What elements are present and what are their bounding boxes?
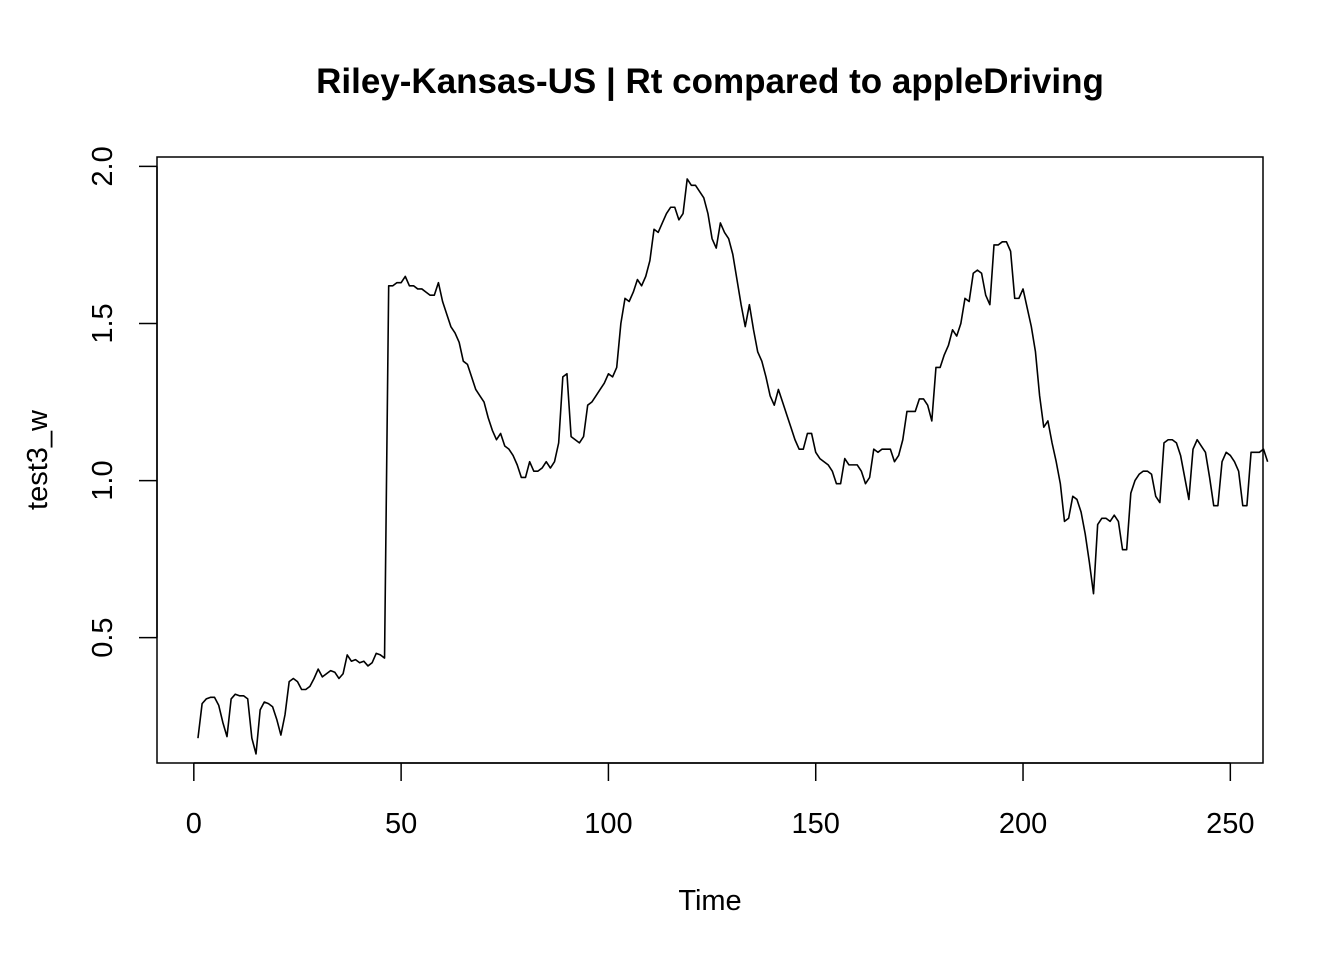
x-axis-label: Time — [678, 885, 741, 917]
y-tick-label: 0.5 — [87, 617, 119, 657]
y-tick-label: 1.5 — [87, 303, 119, 343]
x-tick-label: 250 — [1206, 808, 1254, 840]
y-axis: 0.5 1.0 1.5 2.0 — [87, 146, 158, 658]
x-tick-label: 0 — [186, 808, 202, 840]
y-tick-label: 2.0 — [87, 146, 119, 186]
x-tick-label: 200 — [999, 808, 1047, 840]
x-axis: 0 50 100 150 200 250 — [186, 762, 1255, 840]
plot-frame — [156, 156, 1264, 764]
x-tick-label: 150 — [792, 808, 840, 840]
series-line — [197, 178, 1269, 755]
x-tick-label: 100 — [584, 808, 632, 840]
y-tick-label: 1.0 — [87, 460, 119, 500]
x-tick-label: 50 — [385, 808, 417, 840]
y-axis-label: test3_w — [22, 409, 54, 510]
chart-title: Riley-Kansas-US | Rt compared to appleDr… — [316, 62, 1104, 101]
